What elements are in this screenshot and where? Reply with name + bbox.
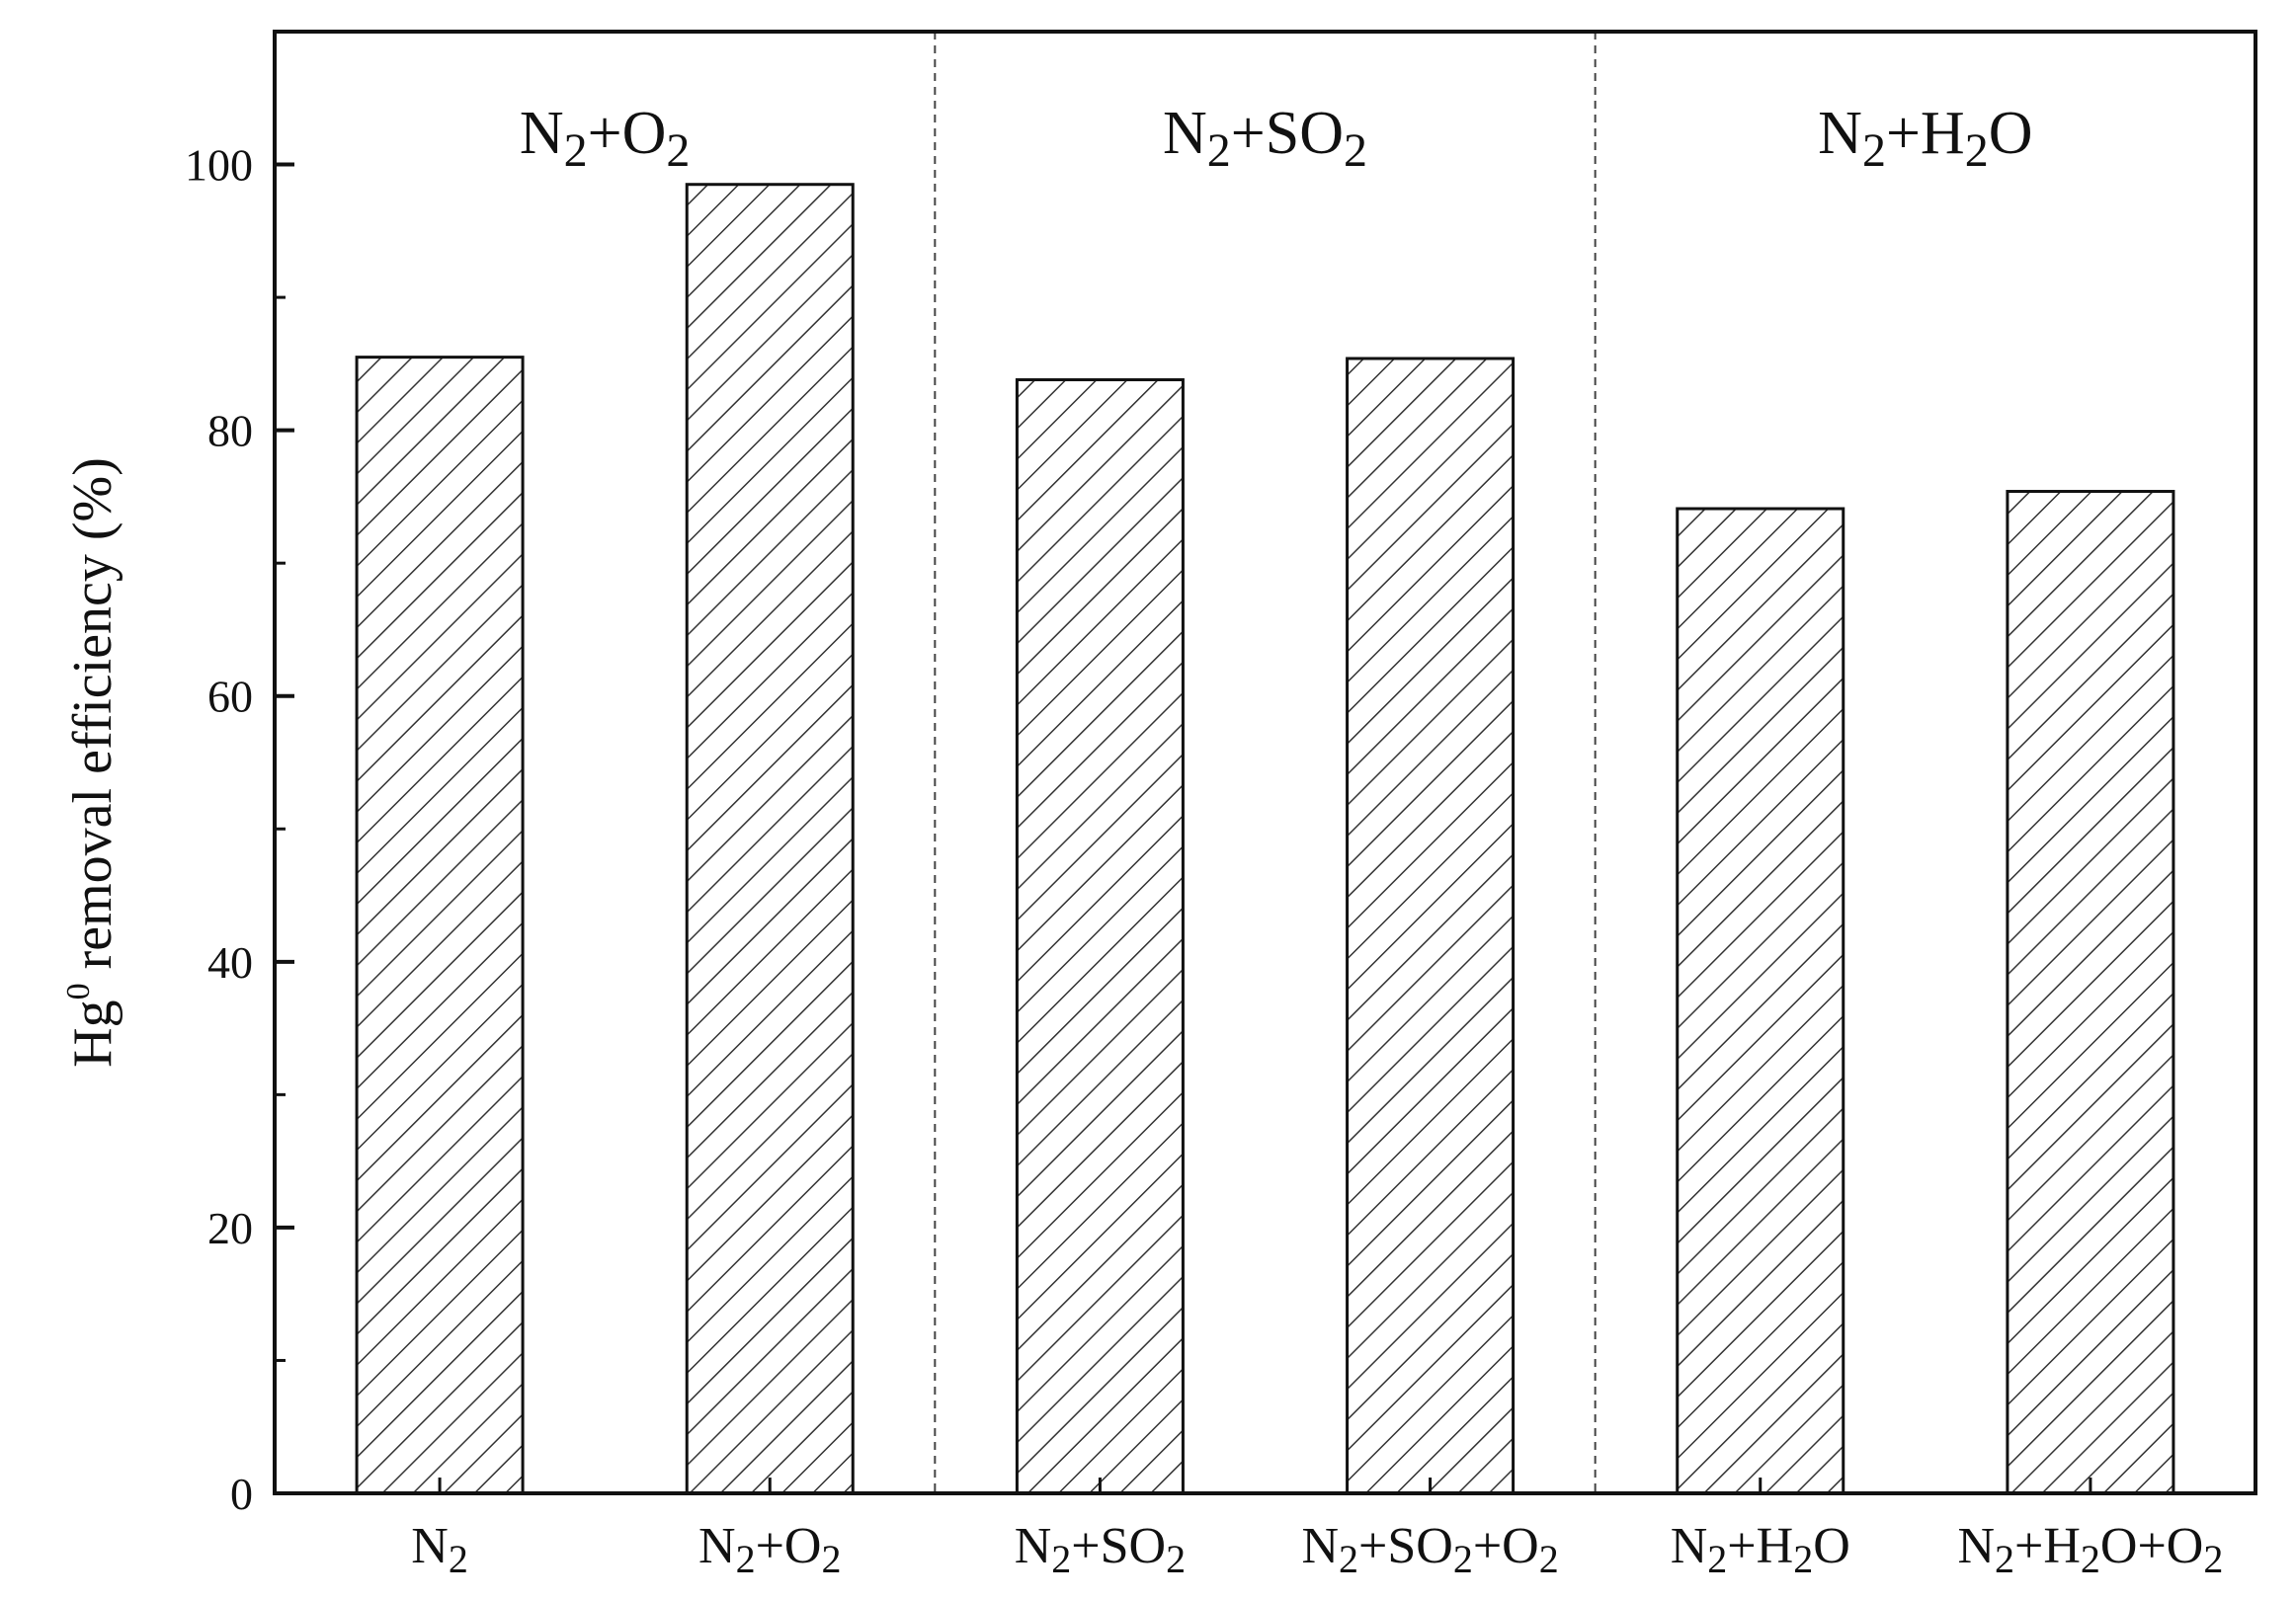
x-axis-ticks: N2 N2+O2 N2+SO2 N2+SO2+O2 N2+H2O N2+H2O+O2 <box>411 1478 2223 1581</box>
group-labels: N2+O2 N2+SO2 N2+H2O <box>520 100 2033 177</box>
bar <box>685 183 855 1495</box>
x-tick-label: N2+H2O+O2 <box>1957 1518 2223 1581</box>
bar <box>1676 507 1845 1495</box>
x-tick-label: N2+H2O <box>1671 1518 1850 1581</box>
y-axis-title: Hg0 removal efficiency (%) <box>60 457 123 1068</box>
bar <box>355 356 525 1495</box>
plot-frame <box>273 30 2257 1495</box>
y-tick-label: 20 <box>207 1203 253 1253</box>
group-dividers <box>934 32 1597 1493</box>
x-tick-label: N2+SO2 <box>1015 1518 1186 1581</box>
y-tick-label: 80 <box>207 406 253 456</box>
y-tick-label: 40 <box>207 937 253 988</box>
y-tick-label: 0 <box>230 1469 253 1519</box>
bar <box>2006 490 2175 1495</box>
group-label: N2+O2 <box>520 100 691 177</box>
x-tick-label: N2+SO2+O2 <box>1301 1518 1558 1581</box>
bars <box>355 183 2175 1495</box>
bar <box>1346 357 1516 1495</box>
group-label: N2+H2O <box>1818 100 2032 177</box>
x-tick-label: N2 <box>411 1518 468 1581</box>
y-tick-label: 100 <box>185 140 253 191</box>
y-tick-label: 60 <box>207 672 253 722</box>
bar <box>1015 378 1185 1495</box>
x-tick-label: N2+O2 <box>698 1518 841 1581</box>
group-label: N2+SO2 <box>1163 100 1367 177</box>
y-axis-ticks: 0 20 40 60 80 100 <box>185 140 294 1519</box>
